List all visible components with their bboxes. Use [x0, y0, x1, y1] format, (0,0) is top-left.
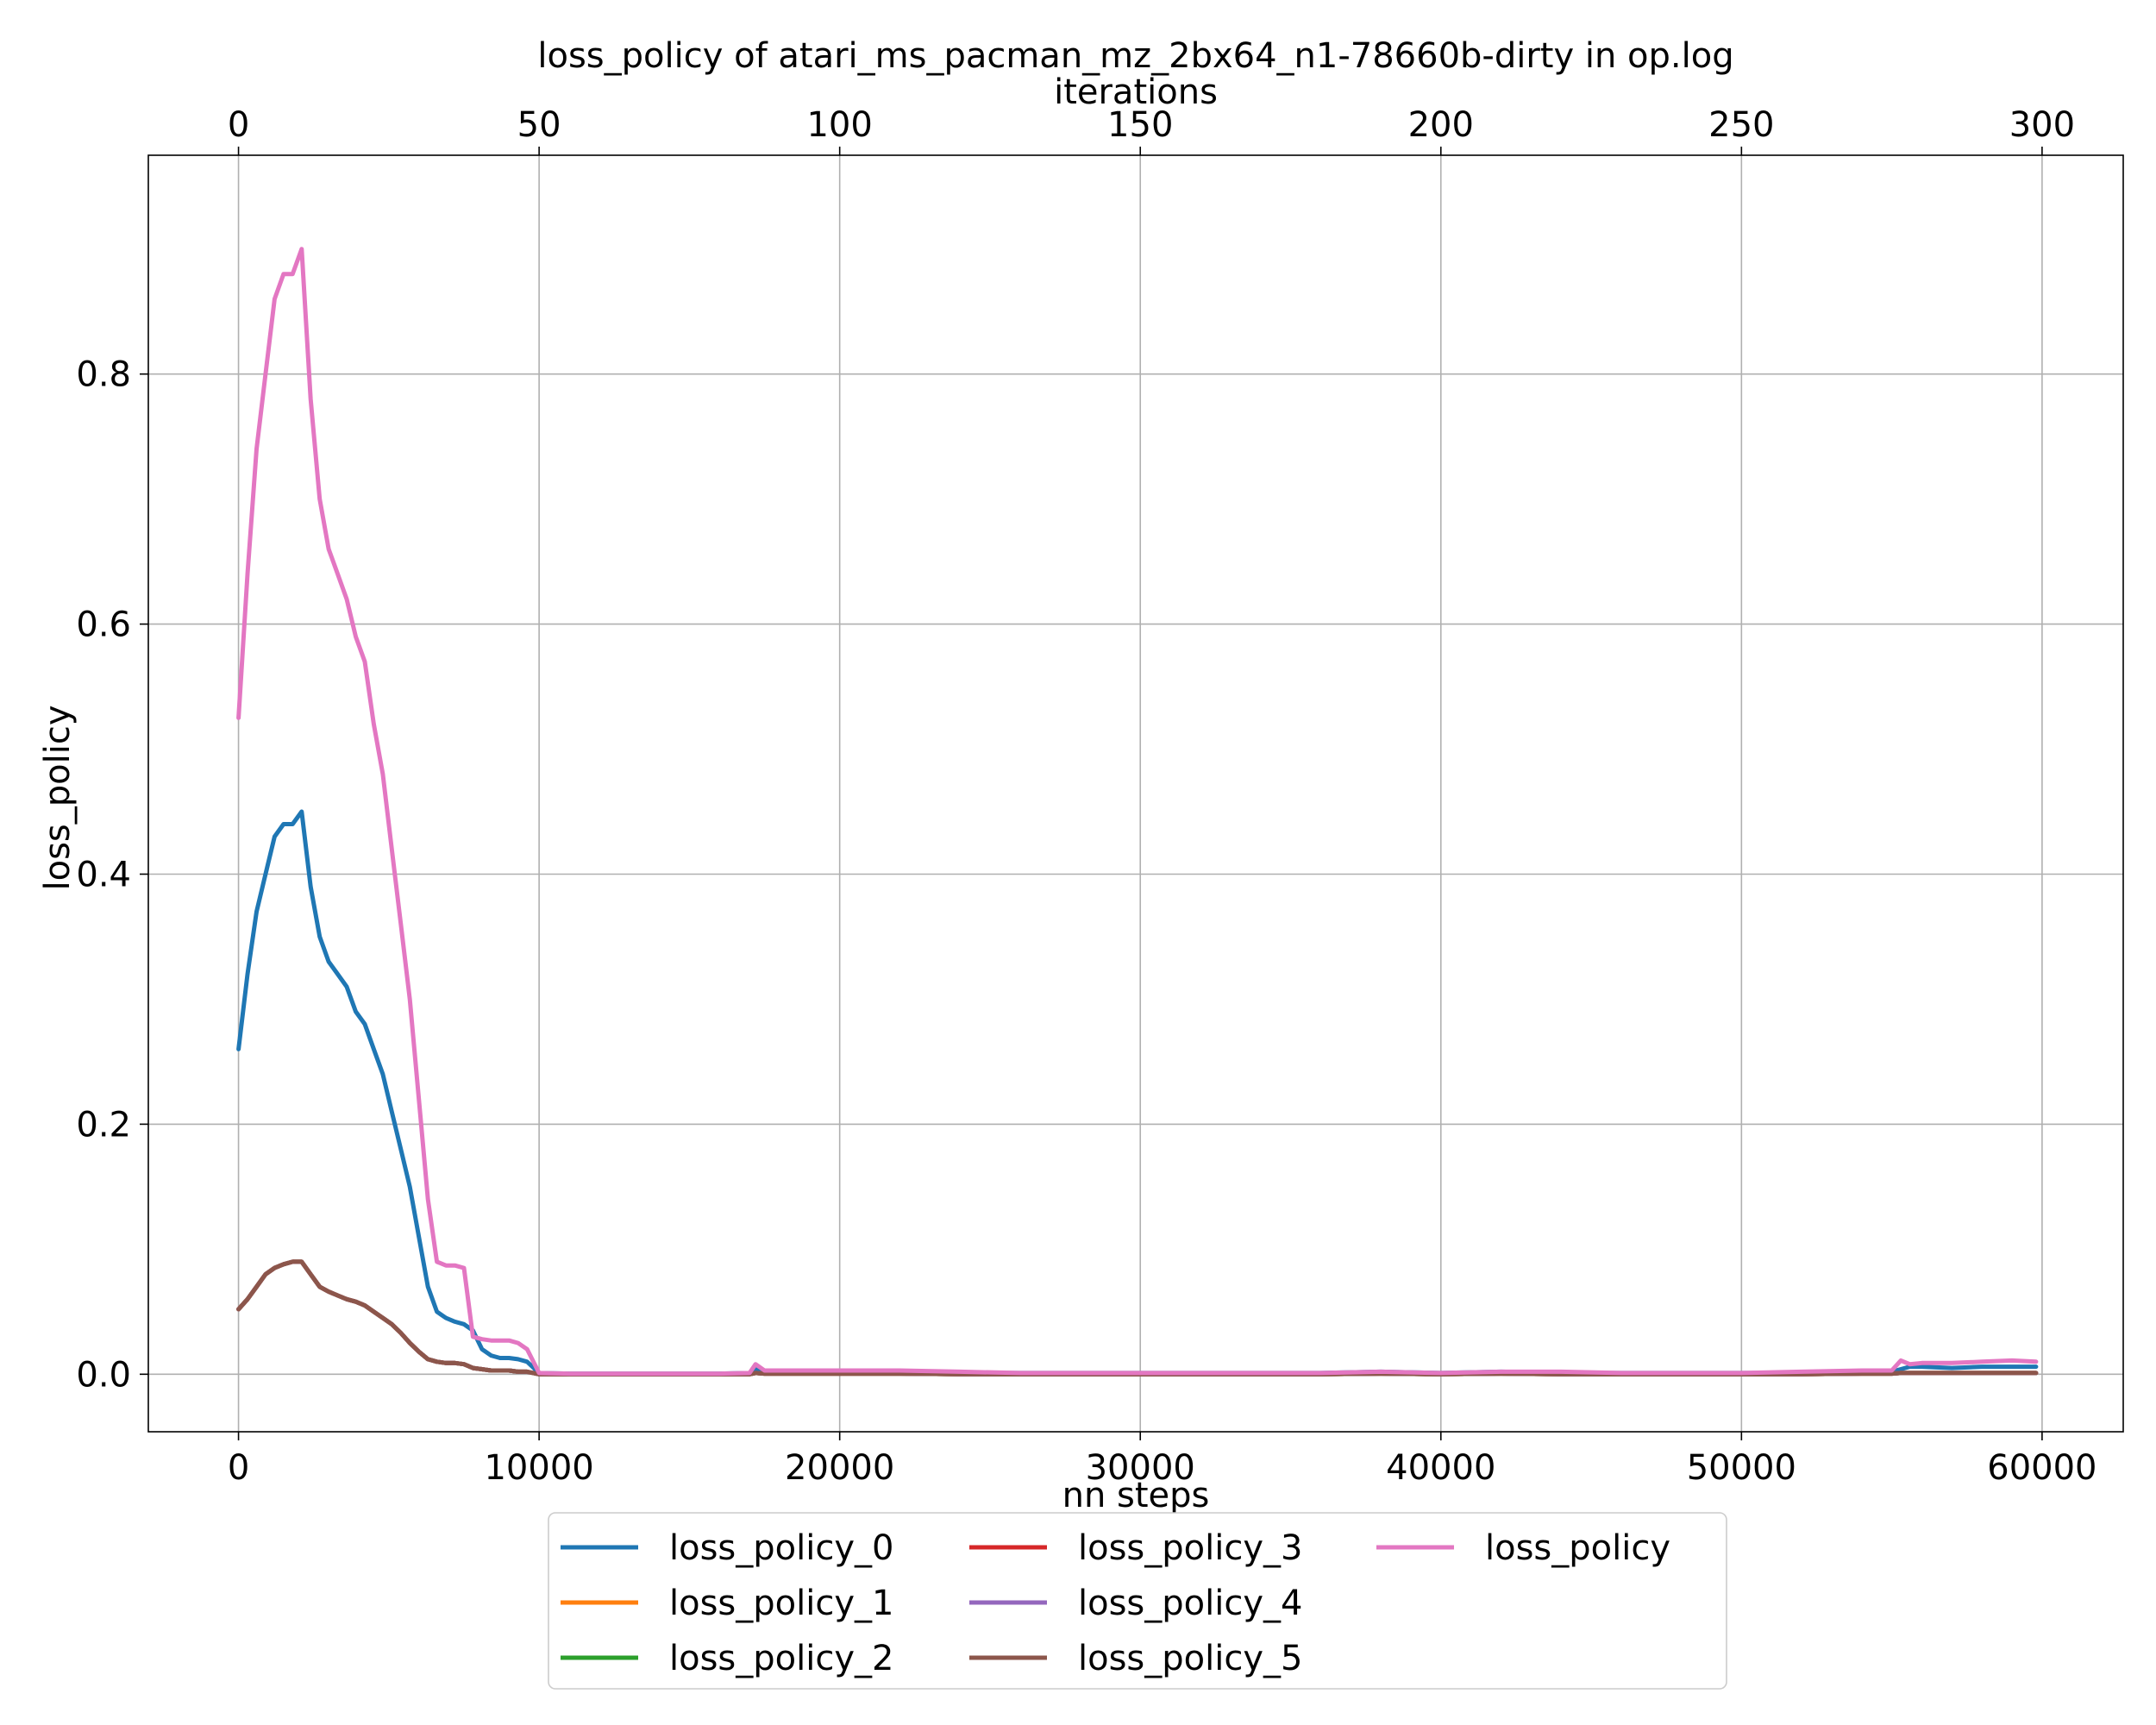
- legend-label: loss_policy: [1485, 1528, 1670, 1568]
- y-tick-label: 0.8: [76, 355, 131, 395]
- x-tick-label: 50000: [1687, 1448, 1796, 1488]
- top-x-tick-label: 0: [228, 105, 249, 145]
- top-x-tick-label: 200: [1408, 105, 1474, 145]
- legend-label: loss_policy_4: [1078, 1584, 1302, 1623]
- legend-entry: loss_policy_4: [969, 1584, 1302, 1623]
- top-x-tick-label: 100: [806, 105, 872, 145]
- legend-label: loss_policy_2: [669, 1639, 893, 1678]
- top-x-tick-label: 250: [1708, 105, 1774, 145]
- legend-entry: loss_policy_2: [561, 1639, 893, 1678]
- legend: loss_policy_0 loss_policy_1 loss_policy_2 l…: [548, 1512, 1727, 1690]
- legend-label: loss_policy_5: [1078, 1639, 1302, 1678]
- top-x-tick-label: 50: [517, 105, 561, 145]
- legend-label: loss_policy_3: [1078, 1528, 1302, 1568]
- series-line-loss-policy: [236, 247, 2039, 1377]
- legend-entry: loss_policy_5: [969, 1639, 1302, 1678]
- y-axis-title: loss_policy: [38, 705, 78, 890]
- y-tick-label: 0.6: [76, 605, 131, 645]
- top-x-tick-label: 300: [2009, 105, 2075, 145]
- x-tick-label: 10000: [484, 1448, 593, 1488]
- x-tick-label: 30000: [1086, 1448, 1195, 1488]
- legend-entry: loss_policy_0: [561, 1528, 893, 1568]
- plot-frame: [147, 154, 2124, 1433]
- legend-label: loss_policy_0: [669, 1528, 893, 1568]
- y-tick-label: 0.2: [76, 1105, 131, 1145]
- legend-label: loss_policy_1: [669, 1584, 893, 1623]
- y-tick-label: 0.0: [76, 1355, 131, 1395]
- x-tick-label: 0: [228, 1448, 249, 1488]
- legend-entry: loss_policy: [1376, 1528, 1670, 1568]
- y-tick-label: 0.4: [76, 855, 131, 894]
- top-x-axis-title: iterations: [1054, 72, 1218, 112]
- series-lines: [236, 247, 2039, 1377]
- x-tick-label: 40000: [1386, 1448, 1495, 1488]
- axis-ticks: 0 10000 20000 30000 40000 50000 60000 0 50 100 150…: [76, 105, 2096, 1488]
- chart-title: loss_policy of atari_ms_pacman_mz_2bx64_…: [537, 36, 1733, 76]
- legend-frame: [548, 1512, 1727, 1690]
- legend-entry: loss_policy_3: [969, 1528, 1302, 1568]
- x-tick-label: 60000: [1987, 1448, 2096, 1488]
- top-x-tick-label: 150: [1107, 105, 1173, 145]
- x-axis-title: nn steps: [1062, 1476, 1210, 1515]
- x-tick-label: 20000: [785, 1448, 894, 1488]
- legend-entry: loss_policy_1: [561, 1584, 893, 1623]
